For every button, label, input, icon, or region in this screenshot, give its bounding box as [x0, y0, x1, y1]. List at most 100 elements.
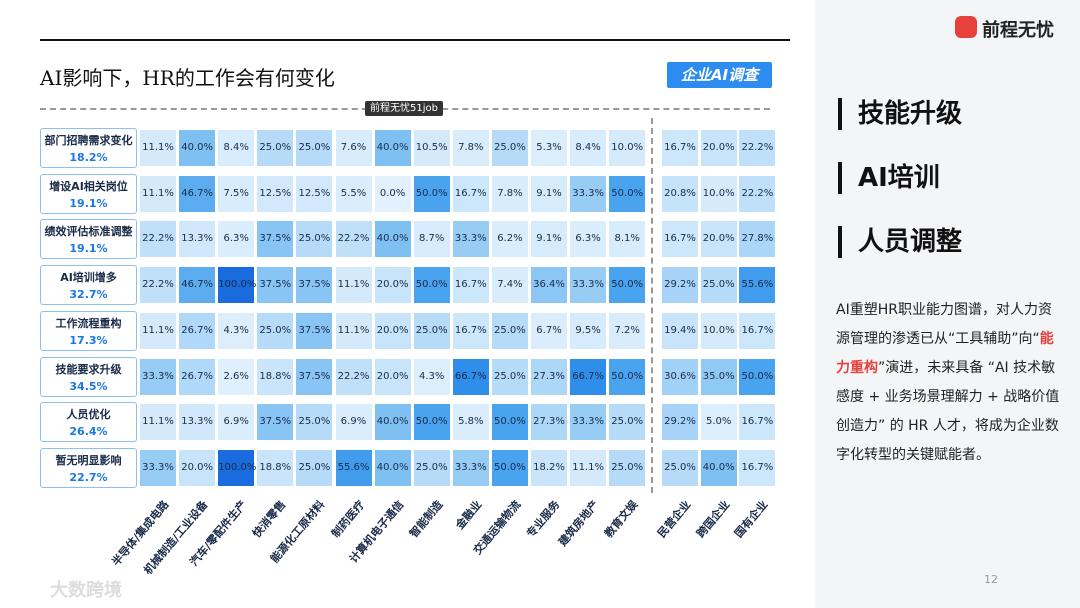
cell: 25.0% — [609, 404, 646, 441]
highlight: 能力重构 — [836, 331, 1054, 376]
cell: 2.6% — [218, 358, 255, 395]
cell: 46.7% — [179, 175, 216, 212]
cell: 11.1% — [140, 404, 176, 441]
cell: 25.0% — [413, 312, 450, 349]
cell: 22.2% — [140, 267, 176, 304]
cell: 50.0% — [609, 358, 646, 395]
cell: 6.2% — [491, 221, 528, 258]
cell: 50.0% — [609, 175, 646, 212]
cell: 16.7% — [739, 449, 776, 486]
group-divider — [651, 118, 653, 493]
row-label: 人员优化 26.4% — [40, 402, 137, 443]
cell: 11.1% — [140, 312, 176, 349]
cell: 25.0% — [609, 449, 646, 486]
cell: 11.1% — [335, 312, 372, 349]
cell: 7.6% — [335, 130, 372, 166]
cell: 11.1% — [335, 267, 372, 304]
cell: 8.4% — [218, 130, 255, 166]
cell: 40.0% — [374, 449, 411, 486]
cell: 25.0% — [662, 449, 698, 486]
cell: 20.8% — [662, 175, 698, 212]
cell: 40.0% — [700, 449, 737, 486]
cell: 33.3% — [452, 449, 489, 486]
row-label: 绩效评估标准调整 19.1% — [40, 219, 137, 260]
page-number: 12 — [984, 573, 998, 586]
column-label: 民营企业 — [655, 498, 694, 541]
cell: 37.5% — [296, 358, 333, 395]
row-label: 增设AI相关岗位 19.1% — [40, 173, 137, 214]
cell: 27.3% — [531, 404, 567, 441]
source-tag: 前程无忧51job — [365, 101, 443, 116]
cell: 37.5% — [257, 404, 294, 441]
column-label: 跨国企业 — [693, 498, 733, 541]
column-label: 金融业 — [453, 498, 485, 532]
cell: 26.7% — [179, 312, 216, 349]
cell: 7.4% — [491, 267, 528, 304]
keyword: 技能升级 — [838, 98, 1058, 130]
row-total: 26.4% — [69, 425, 108, 439]
cell: 25.0% — [700, 267, 737, 304]
cell: 16.7% — [662, 221, 698, 258]
cell: 37.5% — [296, 267, 333, 304]
cell: 16.7% — [662, 130, 698, 166]
cell: 100.0% — [218, 267, 256, 304]
cell: 46.7% — [179, 267, 216, 304]
cell: 8.1% — [609, 221, 646, 258]
row-total: 17.3% — [69, 333, 108, 347]
cell: 7.8% — [452, 130, 489, 166]
cell: 6.3% — [218, 221, 255, 258]
cell: 40.0% — [374, 130, 411, 166]
cell: 66.7% — [452, 358, 489, 395]
cell: 6.9% — [335, 404, 372, 441]
cell: 55.6% — [335, 449, 372, 486]
cell: 20.0% — [374, 358, 411, 395]
cell: 55.6% — [739, 267, 776, 304]
column-label: 教育文娱 — [602, 498, 641, 541]
keyword: 人员调整 — [838, 226, 1058, 258]
cell: 37.5% — [296, 312, 333, 349]
cell: 22.2% — [739, 130, 776, 166]
row-name: 工作流程重构 — [55, 316, 122, 330]
cell: 16.7% — [452, 312, 489, 349]
cell: 16.7% — [739, 312, 776, 349]
logo-icon — [955, 16, 977, 38]
cell: 50.0% — [491, 404, 528, 441]
cell: 9.1% — [531, 175, 567, 212]
cell: 19.4% — [662, 312, 698, 349]
cell: 13.3% — [179, 404, 216, 441]
column-label: 制药医疗 — [328, 498, 367, 541]
cell: 25.0% — [296, 221, 333, 258]
cell: 4.3% — [413, 358, 450, 395]
row-name: 人员优化 — [66, 408, 111, 422]
column-label: 建筑房地产 — [556, 498, 602, 549]
cell: 13.3% — [179, 221, 216, 258]
cell: 25.0% — [257, 312, 294, 349]
cell: 36.4% — [531, 267, 567, 304]
cell: 11.1% — [570, 449, 607, 486]
cell: 50.0% — [413, 267, 450, 304]
cell: 20.0% — [374, 267, 411, 304]
cell: 16.7% — [452, 175, 489, 212]
row-name: 部门招聘需求变化 — [44, 134, 133, 147]
cell: 20.0% — [374, 312, 411, 349]
row-name: 暂无明显影响 — [55, 453, 122, 467]
cell: 8.4% — [570, 130, 607, 166]
cell: 37.5% — [257, 221, 294, 258]
logo-text: 前程无忧 — [982, 20, 1054, 41]
cell: 40.0% — [374, 404, 411, 441]
cell: 5.0% — [700, 404, 737, 441]
cell: 33.3% — [140, 358, 176, 395]
cell: 12.5% — [257, 175, 294, 212]
cell: 40.0% — [374, 221, 411, 258]
cell: 5.5% — [335, 175, 372, 212]
row-total: 19.1% — [69, 196, 108, 210]
cell: 26.7% — [179, 358, 216, 395]
cell: 0.0% — [374, 175, 411, 212]
row-label: 暂无明显影响 22.7% — [40, 447, 137, 488]
cell: 50.0% — [491, 449, 528, 486]
column-label: 国有企业 — [732, 498, 771, 541]
cell: 10.0% — [609, 130, 646, 166]
row-name: 增设AI相关岗位 — [49, 179, 128, 193]
side-panel — [815, 0, 1080, 608]
